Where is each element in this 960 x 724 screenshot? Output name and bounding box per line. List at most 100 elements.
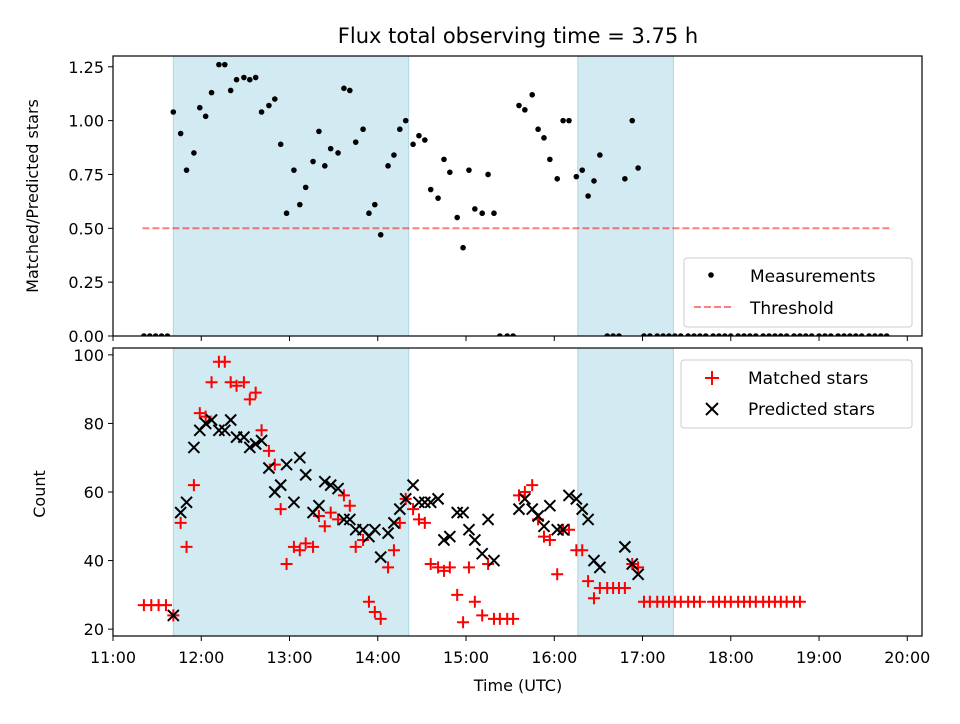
observing-window	[173, 348, 409, 636]
measurement-point	[579, 167, 586, 173]
predicted-stars-point	[531, 509, 545, 523]
measurement-point	[233, 76, 240, 83]
predicted-stars-point	[167, 609, 180, 622]
measurement-point	[146, 333, 153, 336]
measurement-point	[691, 333, 697, 336]
legend-threshold-label: Threshold	[749, 299, 834, 319]
matched-stars-point	[543, 534, 556, 546]
measurement-point	[310, 158, 316, 165]
matched-stars-point	[249, 386, 262, 399]
measurement-point	[347, 87, 353, 94]
measurement-point	[252, 74, 259, 81]
matched-stars-point	[324, 506, 337, 519]
measurement-point	[302, 184, 309, 191]
matched-stars-point	[462, 561, 475, 574]
measurement-point	[366, 210, 372, 217]
matched-stars-point	[180, 540, 193, 553]
measurement-point	[573, 173, 580, 180]
predicted-stars-point	[312, 499, 326, 512]
measurement-point	[227, 87, 234, 94]
matched-stars-point	[424, 558, 437, 570]
measurement-point	[616, 333, 622, 336]
plot-area	[137, 348, 806, 636]
predicted-stars-point	[274, 478, 287, 492]
measurement-point	[152, 333, 159, 336]
predicted-stars-point	[337, 513, 351, 526]
predicted-stars-point	[387, 516, 401, 530]
matched-stars-point	[187, 479, 200, 492]
measurement-point	[454, 214, 460, 221]
matched-stars-point	[318, 520, 331, 533]
predicted-stars-point	[299, 468, 312, 482]
measurement-point	[585, 193, 591, 199]
measurement-point	[835, 333, 841, 336]
measurement-point	[491, 210, 497, 217]
predicted-stars-point	[280, 458, 293, 471]
matched-stars-point	[343, 499, 356, 512]
matched-stars-point	[237, 376, 250, 389]
measurement-point	[341, 85, 347, 92]
matched-stars-point	[374, 612, 387, 625]
measurement-point	[858, 333, 865, 336]
matched-stars-point	[243, 393, 256, 406]
measurement-point	[735, 333, 741, 336]
measurement-point	[635, 165, 641, 171]
axes-frame	[112, 55, 923, 337]
chart-title: Flux total observing time = 3.75 h	[338, 24, 698, 48]
predicted-stars-point	[468, 533, 482, 547]
x-tick-label: 11:00	[90, 648, 136, 667]
legend-measurements-marker	[708, 272, 714, 278]
matched-stars-point	[274, 503, 287, 516]
matched-stars-point	[482, 558, 495, 570]
measurement-point	[272, 96, 278, 102]
matched-stars-point	[576, 544, 589, 557]
measurement-point	[497, 333, 503, 336]
measurement-point	[853, 333, 859, 336]
legend-matched-label: Matched stars	[748, 369, 868, 389]
measurement-point	[372, 201, 378, 208]
y-tick-label: 1.00	[68, 112, 104, 131]
matched-stars-point	[255, 424, 268, 437]
predicted-stars-point	[593, 561, 607, 574]
predicted-stars-point	[237, 430, 251, 444]
y-tick-label: 0.25	[68, 273, 104, 292]
predicted-stars-point	[562, 489, 576, 502]
measurement-point	[460, 244, 466, 251]
measurement-point	[170, 109, 177, 115]
measurement-point	[335, 150, 341, 156]
measurement-point	[777, 333, 784, 336]
y-tick-label: 100	[73, 346, 104, 365]
measurement-point	[727, 333, 734, 336]
legend-measurements-label: Measurements	[750, 267, 876, 287]
x-tick-label: 14:00	[355, 648, 401, 667]
matched-stars-point	[551, 568, 564, 581]
measurement-point	[385, 163, 391, 169]
top-panel: 0.00 0.25 0.50 0.75 1.00 1.25	[68, 55, 923, 346]
bottom-ylabel: Count	[30, 470, 49, 518]
measurement-point	[485, 171, 491, 178]
matched-stars-point	[205, 376, 218, 389]
predicted-stars-point	[199, 417, 212, 430]
matched-stars-point	[280, 558, 293, 570]
predicted-stars-point	[331, 482, 345, 495]
matched-stars-point	[587, 592, 600, 605]
matched-stars-point	[793, 595, 806, 608]
x-tick-label: 18:00	[708, 648, 754, 667]
measurement-point	[447, 169, 453, 176]
predicted-stars-point	[631, 568, 645, 581]
measurement-point	[716, 333, 722, 336]
predicted-stars-point	[212, 424, 226, 437]
predicted-stars-point	[318, 475, 332, 488]
predicted-stars-point	[475, 547, 489, 560]
predicted-stars-point	[443, 530, 457, 543]
predicted-stars-point	[243, 441, 257, 454]
measurement-point	[766, 333, 772, 336]
matched-stars-point	[618, 582, 631, 594]
predicted-stars-point	[399, 492, 412, 506]
legend-predicted-label: Predicted stars	[748, 400, 875, 420]
matched-stars-point	[230, 379, 243, 392]
measurement-point	[622, 175, 628, 182]
matched-stars-point	[507, 612, 520, 625]
measurement-point	[741, 333, 747, 336]
predicted-stars-point	[581, 513, 595, 526]
